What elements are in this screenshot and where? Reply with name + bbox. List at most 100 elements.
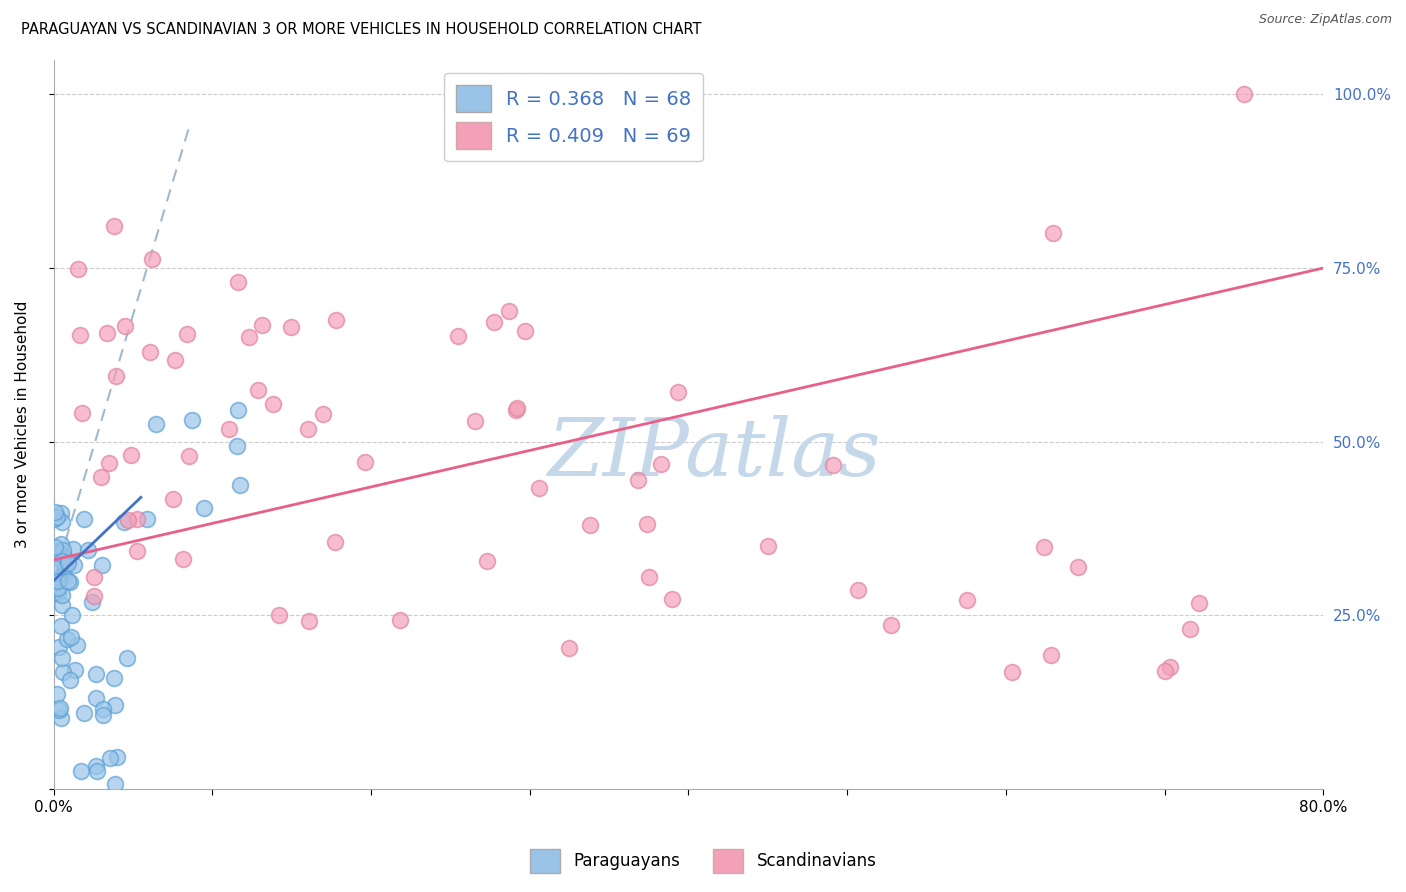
Point	[228, 403, 250, 417]
Point	[98, 456, 121, 470]
Point	[46, 581, 69, 595]
Point	[1040, 648, 1063, 662]
Point	[247, 384, 270, 398]
Point	[280, 319, 302, 334]
Point	[1033, 540, 1056, 554]
Point	[193, 500, 215, 515]
Point	[114, 318, 136, 333]
Point	[482, 315, 505, 329]
Point	[506, 401, 529, 415]
Point	[529, 481, 551, 495]
Point	[51, 554, 73, 568]
Point	[513, 324, 536, 338]
Point	[104, 698, 127, 712]
Point	[141, 252, 163, 267]
Point	[103, 219, 125, 234]
Point	[52, 549, 75, 564]
Point	[262, 397, 284, 411]
Point	[44, 547, 66, 561]
Point	[120, 448, 142, 462]
Point	[756, 539, 779, 553]
Text: ZIPatlas: ZIPatlas	[547, 415, 880, 492]
Y-axis label: 3 or more Vehicles in Household: 3 or more Vehicles in Household	[15, 301, 30, 548]
Point	[127, 544, 149, 558]
Point	[45, 687, 67, 701]
Point	[48, 572, 70, 586]
Point	[115, 651, 138, 665]
Point	[105, 750, 128, 764]
Point	[666, 385, 689, 400]
Point	[83, 570, 105, 584]
Point	[498, 303, 520, 318]
Point	[162, 491, 184, 506]
Point	[86, 764, 108, 778]
Point	[661, 592, 683, 607]
Point	[58, 673, 80, 688]
Point	[228, 275, 250, 289]
Point	[73, 706, 96, 720]
Point	[447, 329, 470, 343]
Point	[48, 586, 70, 600]
Legend: Paraguayans, Scandinavians: Paraguayans, Scandinavians	[523, 842, 883, 880]
Legend: R = 0.368   N = 68, R = 0.409   N = 69: R = 0.368 N = 68, R = 0.409 N = 69	[444, 73, 703, 161]
Point	[579, 517, 602, 532]
Point	[955, 593, 977, 607]
Point	[70, 764, 93, 779]
Point	[44, 512, 66, 526]
Point	[63, 558, 86, 573]
Point	[218, 421, 240, 435]
Point	[821, 458, 844, 472]
Point	[52, 542, 75, 557]
Point	[323, 535, 346, 549]
Point	[297, 422, 319, 436]
Point	[84, 667, 107, 681]
Point	[112, 516, 135, 530]
Point	[226, 439, 249, 453]
Point	[48, 572, 70, 586]
Point	[45, 574, 67, 588]
Point	[53, 570, 76, 584]
Point	[65, 663, 87, 677]
Point	[83, 589, 105, 603]
Point	[172, 552, 194, 566]
Point	[44, 560, 66, 574]
Point	[846, 582, 869, 597]
Point	[91, 702, 114, 716]
Point	[1178, 622, 1201, 636]
Point	[1153, 664, 1175, 678]
Point	[1188, 596, 1211, 610]
Point	[91, 708, 114, 723]
Point	[62, 541, 84, 556]
Point	[48, 703, 70, 717]
Point	[103, 672, 125, 686]
Point	[52, 665, 75, 679]
Point	[51, 588, 73, 602]
Point	[46, 574, 69, 589]
Point	[76, 542, 98, 557]
Point	[80, 595, 103, 609]
Point	[354, 455, 377, 469]
Point	[558, 640, 581, 655]
Point	[60, 608, 83, 623]
Point	[312, 407, 335, 421]
Point	[56, 574, 79, 589]
Point	[56, 556, 79, 570]
Point	[67, 261, 90, 276]
Point	[636, 517, 658, 532]
Point	[250, 318, 273, 332]
Point	[66, 639, 89, 653]
Point	[475, 554, 498, 568]
Point	[51, 537, 73, 551]
Point	[298, 614, 321, 628]
Point	[73, 512, 96, 526]
Point	[163, 352, 186, 367]
Point	[69, 328, 91, 343]
Point	[48, 640, 70, 654]
Point	[325, 313, 347, 327]
Point	[1159, 660, 1181, 674]
Point	[145, 417, 167, 431]
Point	[1233, 87, 1256, 102]
Point	[228, 477, 250, 491]
Point	[505, 402, 527, 417]
Point	[389, 613, 412, 627]
